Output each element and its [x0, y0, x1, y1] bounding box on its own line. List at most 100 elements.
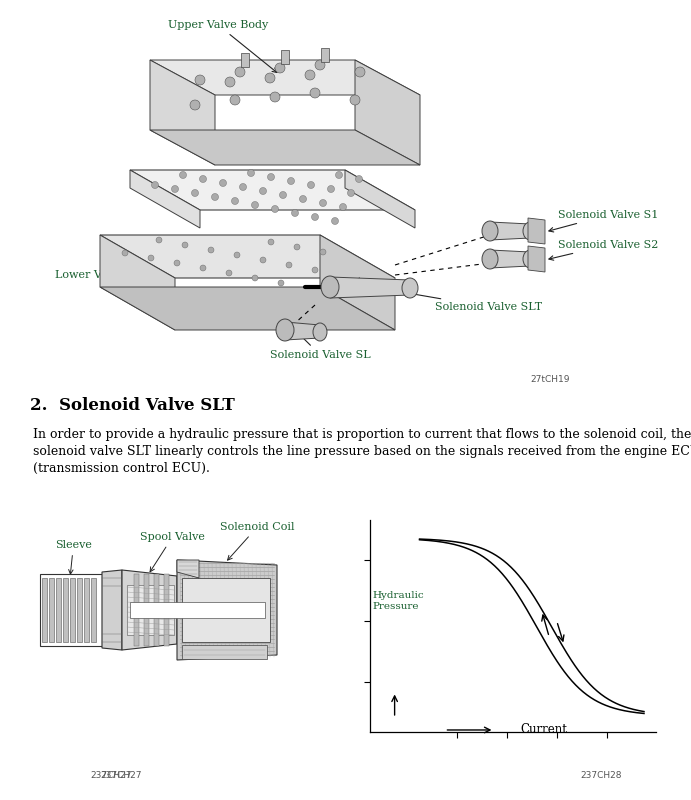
- Text: 2.  Solenoid Valve SLT: 2. Solenoid Valve SLT: [30, 397, 235, 414]
- Polygon shape: [490, 250, 530, 268]
- Ellipse shape: [482, 249, 498, 269]
- Circle shape: [299, 195, 307, 202]
- Bar: [281, 50, 289, 64]
- Circle shape: [156, 237, 162, 243]
- Circle shape: [230, 95, 240, 105]
- Circle shape: [312, 214, 319, 221]
- Circle shape: [320, 249, 326, 255]
- Circle shape: [279, 191, 287, 198]
- Polygon shape: [528, 218, 545, 244]
- Circle shape: [286, 262, 292, 268]
- Circle shape: [235, 67, 245, 77]
- Text: (transmission control ECU).: (transmission control ECU).: [25, 462, 210, 475]
- Text: Hydraulic
Pressure: Hydraulic Pressure: [372, 590, 424, 611]
- Circle shape: [355, 67, 365, 77]
- Circle shape: [332, 218, 339, 225]
- Ellipse shape: [482, 221, 498, 241]
- Circle shape: [252, 275, 258, 281]
- Text: solenoid valve SLT linearly controls the line pressure based on the signals rece: solenoid valve SLT linearly controls the…: [25, 445, 691, 458]
- Circle shape: [208, 247, 214, 253]
- Circle shape: [220, 179, 227, 186]
- Polygon shape: [330, 277, 410, 298]
- Text: Solenoid Valve SLT: Solenoid Valve SLT: [394, 290, 542, 312]
- Ellipse shape: [402, 278, 418, 298]
- Bar: [56, 578, 61, 642]
- Circle shape: [350, 95, 360, 105]
- Circle shape: [265, 73, 275, 83]
- Bar: [63, 578, 68, 642]
- Circle shape: [307, 182, 314, 189]
- Bar: [241, 53, 249, 67]
- Bar: [182, 645, 267, 659]
- Circle shape: [267, 174, 274, 181]
- Circle shape: [195, 75, 205, 85]
- Text: In order to provide a hydraulic pressure that is proportion to current that flow: In order to provide a hydraulic pressure…: [25, 428, 691, 441]
- Bar: [134, 574, 139, 646]
- Text: 237CH27: 237CH27: [100, 771, 142, 780]
- Polygon shape: [285, 322, 320, 340]
- Circle shape: [278, 280, 284, 286]
- Bar: [70, 578, 75, 642]
- Circle shape: [260, 257, 266, 263]
- Ellipse shape: [523, 250, 537, 268]
- Circle shape: [252, 202, 258, 209]
- Ellipse shape: [523, 222, 537, 240]
- Circle shape: [294, 244, 300, 250]
- Circle shape: [200, 265, 206, 271]
- Polygon shape: [130, 170, 415, 210]
- Polygon shape: [130, 170, 200, 228]
- Ellipse shape: [276, 319, 294, 341]
- Bar: [84, 578, 89, 642]
- Text: Lower Valve Body: Lower Valve Body: [55, 270, 161, 280]
- Text: Solenoid Valve S1: Solenoid Valve S1: [549, 210, 659, 232]
- Circle shape: [268, 239, 274, 245]
- Bar: [182, 578, 270, 642]
- Circle shape: [180, 171, 187, 178]
- Circle shape: [272, 206, 278, 213]
- Text: 237CH28: 237CH28: [580, 771, 621, 780]
- Circle shape: [355, 175, 363, 182]
- Circle shape: [171, 186, 178, 193]
- Circle shape: [211, 194, 218, 201]
- Circle shape: [240, 183, 247, 190]
- Circle shape: [319, 199, 327, 206]
- Text: Spool Valve: Spool Valve: [140, 532, 205, 572]
- Text: 237CH27: 237CH27: [90, 771, 131, 780]
- Circle shape: [231, 198, 238, 205]
- Polygon shape: [100, 287, 395, 330]
- Circle shape: [287, 178, 294, 185]
- Circle shape: [315, 60, 325, 70]
- Circle shape: [260, 187, 267, 194]
- Polygon shape: [150, 60, 215, 165]
- Circle shape: [348, 190, 354, 197]
- Text: Sleeve: Sleeve: [55, 540, 92, 574]
- Polygon shape: [490, 222, 530, 240]
- Bar: [144, 574, 149, 646]
- Ellipse shape: [313, 323, 327, 341]
- Circle shape: [247, 170, 254, 177]
- Circle shape: [225, 77, 235, 87]
- Circle shape: [312, 267, 318, 273]
- Polygon shape: [150, 60, 420, 95]
- Polygon shape: [122, 570, 177, 650]
- Text: Solenoid Valve S2: Solenoid Valve S2: [549, 240, 659, 260]
- Polygon shape: [320, 235, 395, 330]
- Bar: [77, 578, 82, 642]
- Bar: [321, 48, 329, 62]
- Circle shape: [310, 88, 320, 98]
- Bar: [154, 574, 159, 646]
- Ellipse shape: [321, 276, 339, 298]
- Polygon shape: [150, 130, 420, 165]
- Circle shape: [191, 190, 198, 197]
- Circle shape: [339, 203, 346, 210]
- Bar: [91, 578, 96, 642]
- Bar: [127, 585, 174, 635]
- Circle shape: [336, 171, 343, 178]
- Polygon shape: [100, 235, 175, 330]
- Bar: [42, 578, 47, 642]
- Circle shape: [148, 255, 154, 261]
- Polygon shape: [528, 246, 545, 272]
- Circle shape: [182, 242, 188, 248]
- Polygon shape: [355, 60, 420, 165]
- Circle shape: [122, 250, 128, 256]
